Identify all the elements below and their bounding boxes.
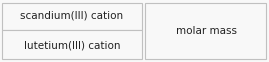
- Bar: [2, 30, 142, 59]
- Text: lutetium(III) cation: lutetium(III) cation: [24, 40, 120, 50]
- Bar: [145, 3, 266, 59]
- Text: scandium(III) cation: scandium(III) cation: [20, 10, 123, 20]
- Bar: [2, 3, 142, 30]
- Text: molar mass: molar mass: [176, 26, 237, 36]
